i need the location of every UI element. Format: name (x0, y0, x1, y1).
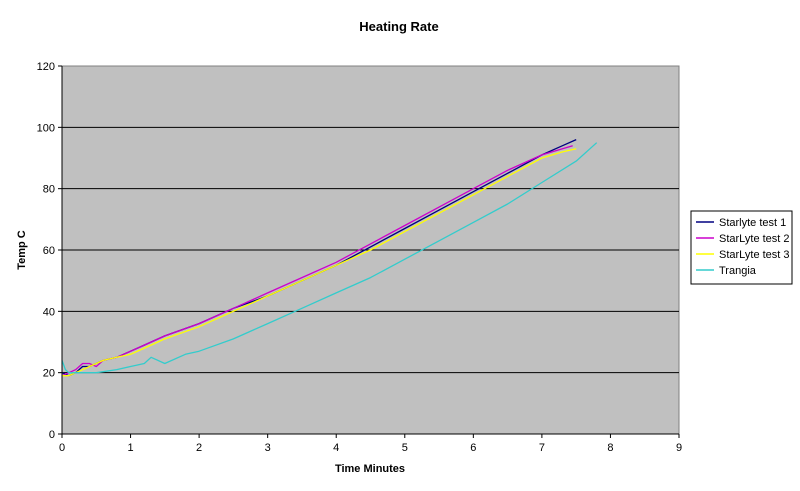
legend-box (690, 210, 793, 285)
x-tick-label: 6 (470, 442, 476, 454)
series-line-4 (61, 142, 598, 374)
x-axis-label: Time Minutes (335, 463, 405, 475)
x-tick-label: 5 (402, 442, 408, 454)
axes: 0 20 40 60 80 100 120 0 1 2 3 4 5 6 7 8 9 (37, 61, 682, 454)
y-tick-label: 40 (43, 306, 55, 318)
y-tick-label: 100 (37, 122, 55, 134)
y-axis-label: Temp C (16, 230, 28, 270)
y-tick-label: 80 (43, 184, 55, 196)
legend-label-3: StarLyte test 3 (719, 249, 790, 261)
x-tick-label: 1 (127, 442, 133, 454)
y-tick-label: 0 (49, 429, 55, 441)
x-tick-label: 2 (196, 442, 202, 454)
y-tick-label: 20 (43, 368, 55, 380)
x-tick-label: 7 (539, 442, 545, 454)
series-lines (61, 139, 598, 377)
x-tick-label: 8 (607, 442, 613, 454)
series-line-3 (62, 148, 577, 377)
legend: Starlyte test 1 StarLyte test 2 StarLyte t… (690, 210, 793, 285)
x-tick-label: 3 (265, 442, 271, 454)
y-tick-label: 60 (43, 245, 55, 257)
chart-title: Heating Rate (359, 19, 438, 34)
x-tick-label: 4 (333, 442, 339, 454)
legend-label-2: StarLyte test 2 (719, 233, 790, 245)
y-tick-label: 120 (37, 61, 55, 73)
legend-label-4: Trangia (719, 265, 757, 277)
gridlines (62, 126, 679, 374)
series-line-2 (61, 145, 573, 377)
x-tick-label: 9 (676, 442, 682, 454)
x-tick-label: 0 (59, 442, 65, 454)
legend-label-1: Starlyte test 1 (719, 217, 786, 229)
